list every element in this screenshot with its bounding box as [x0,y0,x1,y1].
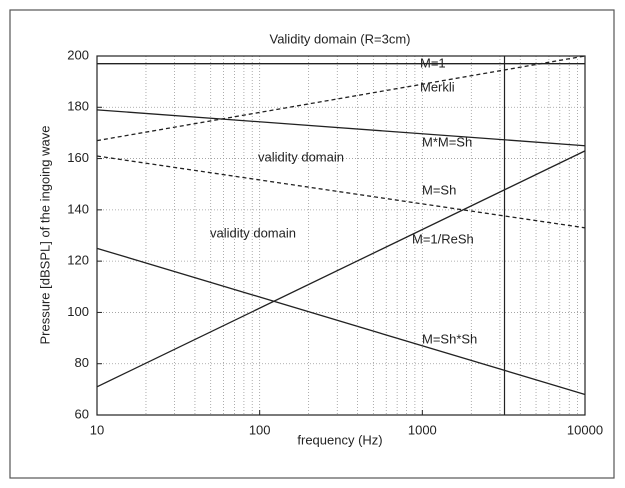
y-tick-label: 80 [75,355,89,370]
frame [9,9,615,479]
annotation: M=1/ReSh [412,231,474,246]
line [96,247,586,396]
y-tick-label: 120 [67,253,89,268]
annotation: M=Sh [422,182,456,197]
annotation: validity domain [210,225,296,240]
x-tick-label: 10000 [567,422,603,437]
x-axis-label: frequency (Hz) [297,432,382,447]
annotation: M*M=Sh [422,134,472,149]
line [96,109,586,147]
plot-area [96,55,586,416]
y-tick-label: 100 [67,304,89,319]
y-tick-label: 200 [67,47,89,62]
y-axis-label: Pressure [dBSPL] of the ingoing wave [37,126,52,345]
x-tick-label: 100 [249,422,271,437]
y-tick-label: 160 [67,150,89,165]
annotation: Merkli [420,79,455,94]
y-tick-label: 180 [67,99,89,114]
x-tick-label: 1000 [408,422,437,437]
y-tick-label: 140 [67,201,89,216]
annotation: validity domain [258,149,344,164]
annotation: M=1 [420,55,446,70]
x-tick-label: 10 [90,422,104,437]
chart-title: Validity domain (R=3cm) [269,31,410,46]
line [96,55,586,142]
line [96,150,586,388]
line [96,155,586,229]
y-tick-label: 60 [75,406,89,421]
annotation: M=Sh*Sh [422,331,477,346]
